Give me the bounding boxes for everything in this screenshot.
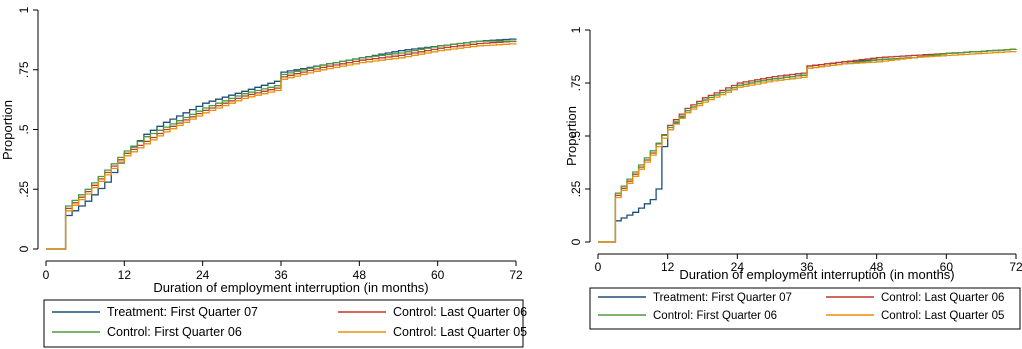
x-tick-label: 36 [800,260,814,274]
x-tick-label: 12 [118,268,132,282]
chart-2: 0 .25 .5 .75 1 Proportion 0 12 24 36 48 60 72 Duratio… [564,26,1022,330]
legend-entry: Treatment: First Quarter 07 [107,305,258,319]
legend-entry: Control: First Quarter 06 [653,310,777,322]
x-tick-label: 12 [661,260,675,274]
series-line [46,43,517,250]
x-tick-label: 0 [43,268,50,282]
x-axis-label: Duration of employment interruption (in … [679,267,954,282]
y-tick-label: .5 [569,131,583,141]
x-tick-label: 60 [431,268,445,282]
legend-entry: Treatment: First Quarter 07 [653,292,792,304]
y-axis-label: Proportion [564,106,579,166]
x-tick-label: 48 [353,268,367,282]
x-tick-label: 24 [196,268,210,282]
legend: Treatment: First Quarter 07 Control: Last… [43,299,527,348]
x-tick-label: 60 [940,260,954,274]
x-tick-label: 0 [595,260,602,274]
y-axis-label: Proportion [0,100,15,160]
series-line [598,48,1017,243]
chart-1: 0 .25 .5 .75 1 Proportion 0 12 24 36 48 60 72 Duratio… [0,6,527,348]
legend-entry: Control: Last Quarter 06 [881,292,1004,304]
legend-box [43,299,524,348]
series-line [598,48,1017,243]
x-tick-label: 72 [509,268,523,282]
y-tick-label: .5 [17,124,31,134]
y-tick-label: .25 [17,181,31,198]
legend-entry: Control: Last Quarter 05 [393,325,527,339]
x-axis-label: Duration of employment interruption (in … [153,280,428,295]
series-line [598,50,1017,243]
legend-box [589,287,1021,330]
legend-entry: Control: First Quarter 06 [107,325,242,339]
y-tick-label: 1 [569,26,583,33]
legend: Treatment: First Quarter 07 Control: Last… [589,287,1021,330]
y-tick-label: .75 [17,61,31,78]
legend-entry: Control: Last Quarter 06 [393,305,527,319]
y-tick-label: .75 [569,74,583,91]
y-tick-label: 1 [17,6,31,13]
x-tick-label: 72 [1009,260,1022,274]
series-line [598,48,1017,243]
legend-entry: Control: Last Quarter 05 [881,310,1004,322]
x-tick-label: 48 [870,260,884,274]
y-tick-label: 0 [569,238,583,245]
y-tick-label: .25 [569,180,583,197]
x-tick-label: 24 [731,260,745,274]
x-tick-label: 36 [274,268,288,282]
y-tick-label: 0 [17,245,31,252]
series-line [46,38,517,250]
